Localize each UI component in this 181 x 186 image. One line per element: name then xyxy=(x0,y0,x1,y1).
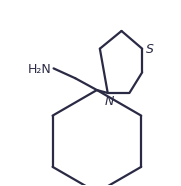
Text: H₂N: H₂N xyxy=(28,63,52,76)
Text: S: S xyxy=(146,43,154,56)
Text: N: N xyxy=(105,95,114,108)
